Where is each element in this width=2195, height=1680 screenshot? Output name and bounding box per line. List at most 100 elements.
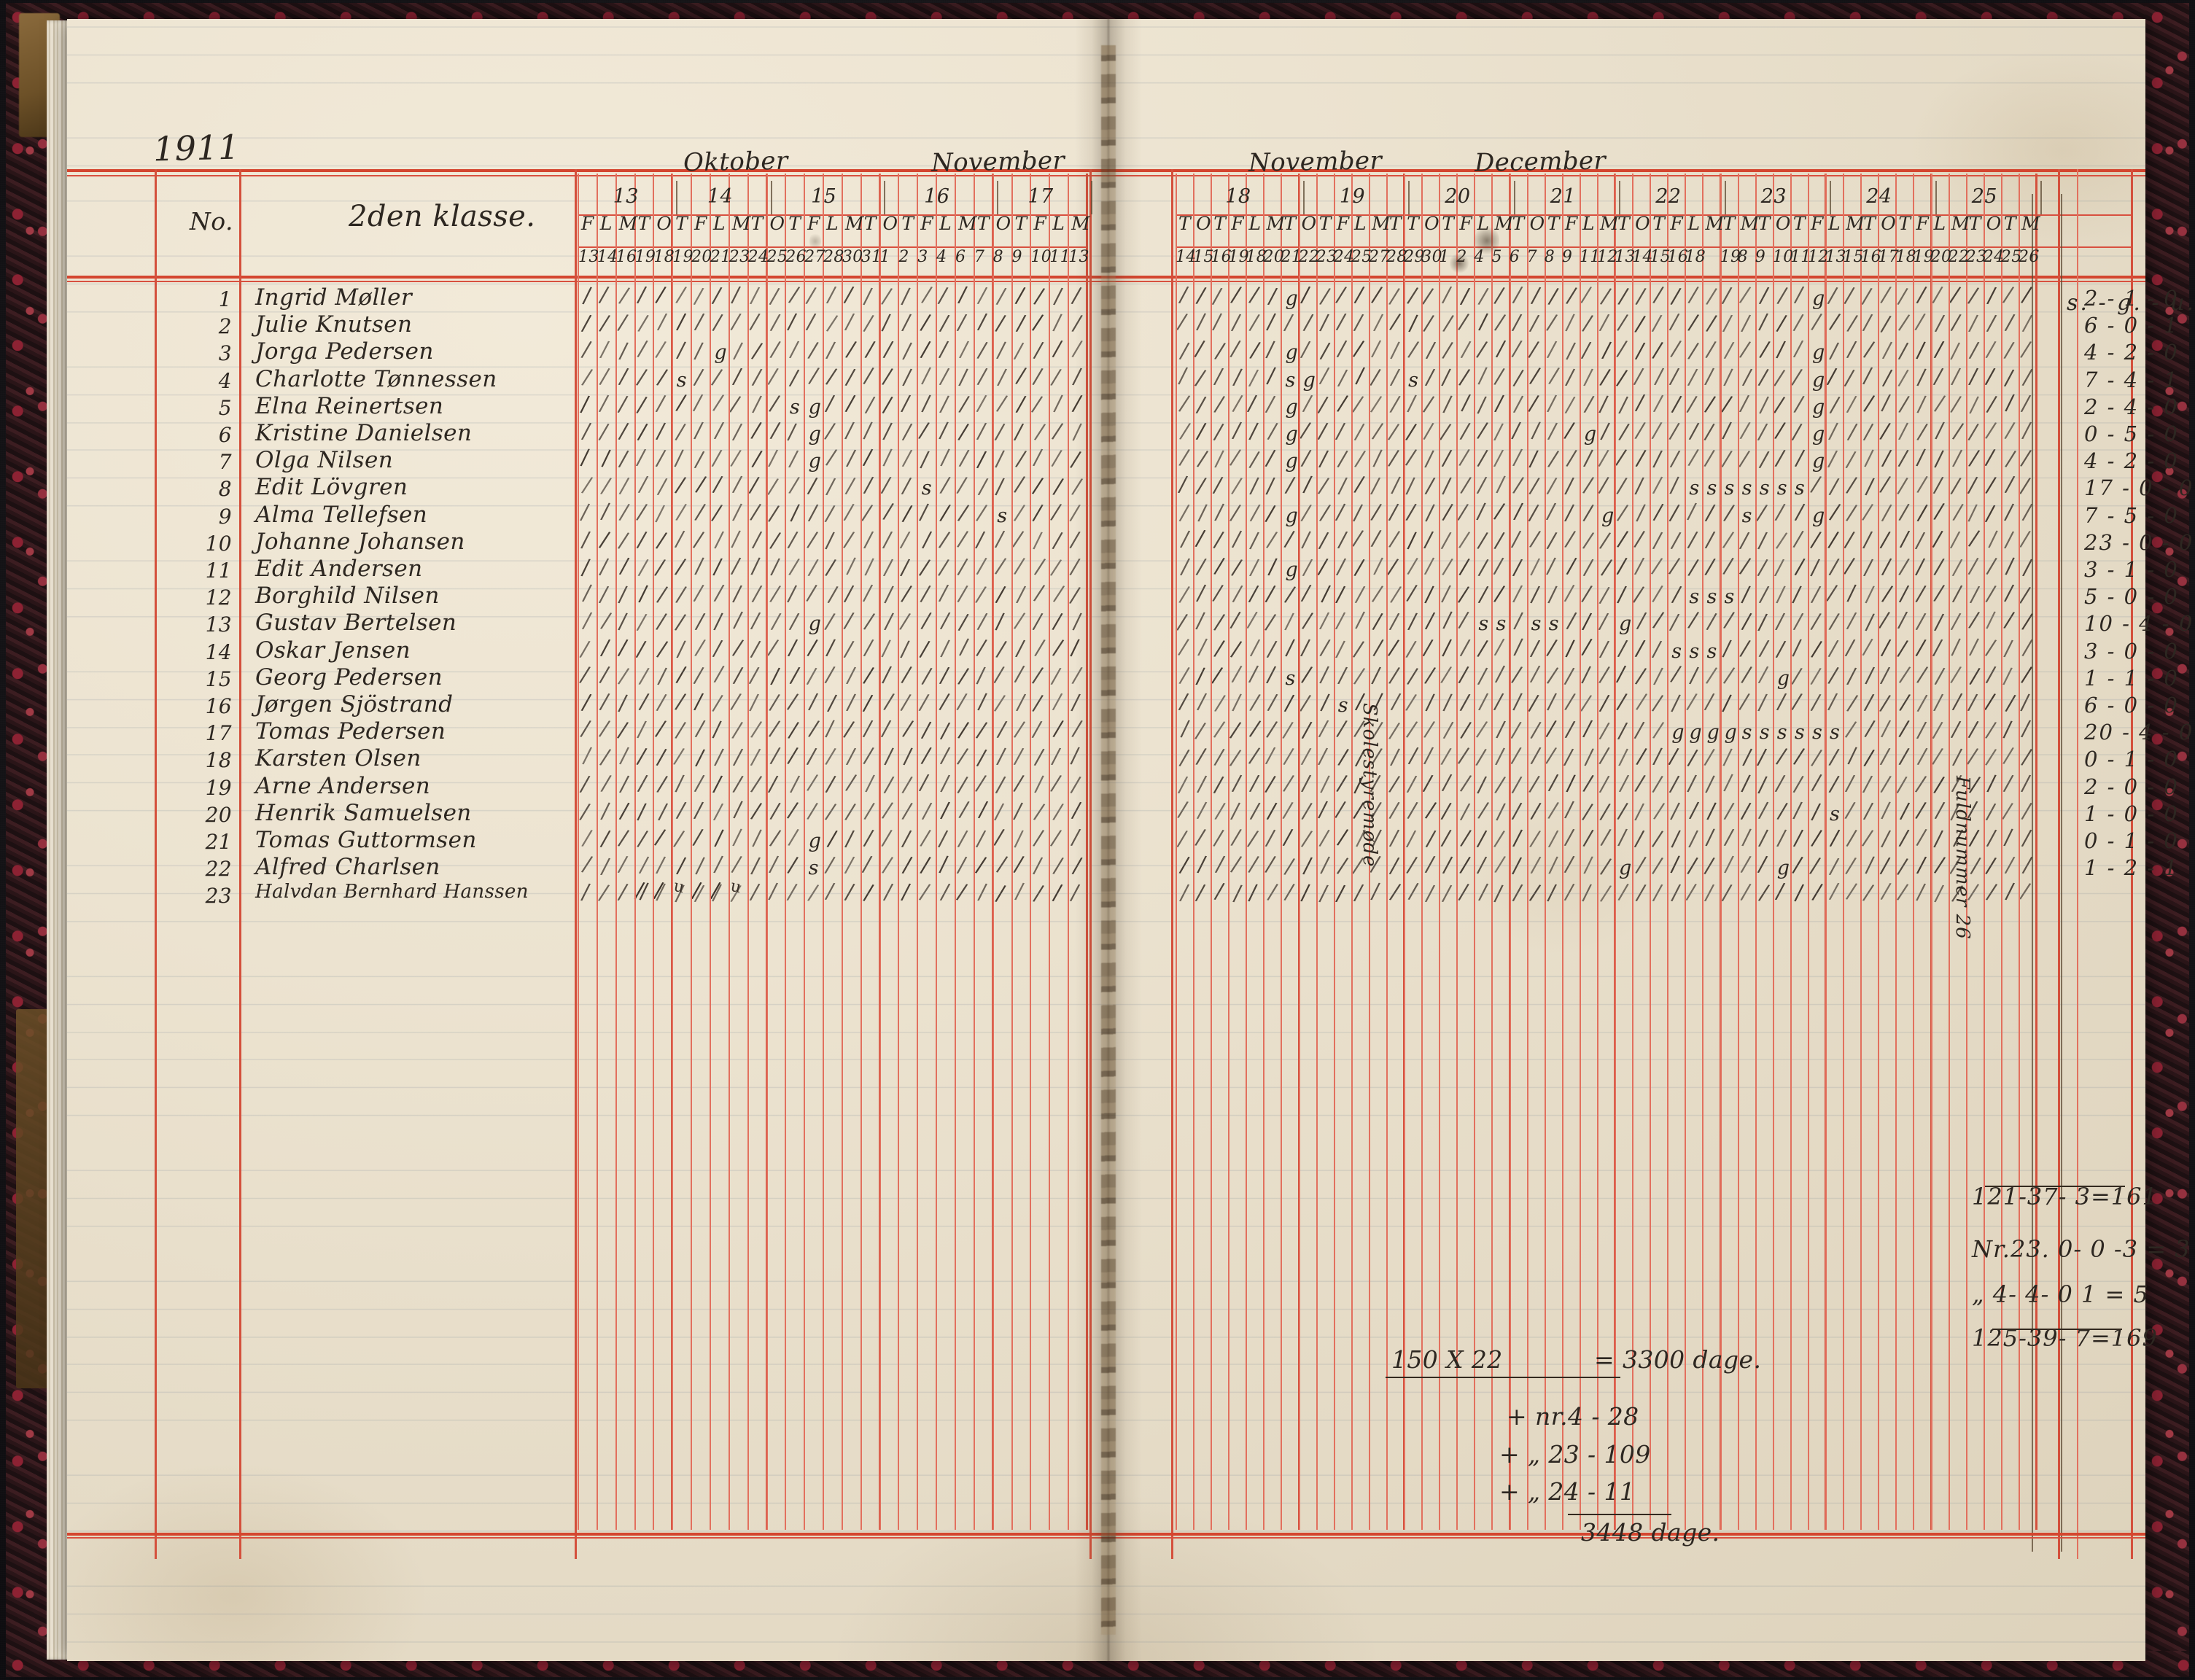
grid-vline (691, 174, 693, 1530)
week-number-19: 19 (1340, 185, 1365, 208)
day-letter: M (1495, 213, 1514, 234)
student-name: Julie Knutsen (255, 311, 412, 338)
grid-vline (672, 174, 674, 1530)
grid-vline (1228, 174, 1230, 1530)
day-letter: L (1828, 213, 1841, 234)
absence-mark-g: g (1812, 396, 1825, 419)
student-summary: 2 - 1 - 0 (2084, 286, 2179, 311)
absence-mark-g: g (1812, 423, 1825, 446)
date-number: 15 (1650, 248, 1671, 266)
day-letter: L (1354, 213, 1367, 234)
calculation-rule-1 (1568, 1514, 1671, 1515)
student-number: 3 (166, 341, 232, 365)
week-number-20: 20 (1445, 185, 1470, 208)
week-tick (883, 181, 885, 214)
absence-mark-g: g (1286, 450, 1298, 472)
grid-vline (879, 174, 881, 1530)
grid-vline (1807, 174, 1809, 1530)
grid-vline (1685, 174, 1687, 1530)
week-tick (1724, 181, 1726, 214)
grid-vline (578, 174, 579, 1530)
student-name: Alfred Charlsen (255, 854, 440, 880)
grid-vline (1843, 174, 1845, 1530)
absence-mark-s: s (1777, 721, 1787, 744)
student-summary: 3 - 0 - 0 (2084, 639, 2179, 664)
day-letter: T (1969, 213, 1981, 234)
student-name: Borghild Nilsen (255, 583, 440, 609)
month-label-1: November (931, 146, 1065, 177)
calculation-rule-0 (1386, 1377, 1620, 1378)
day-letter: M (1600, 213, 1619, 234)
day-letter: T (1319, 213, 1332, 234)
date-number: 6 (955, 248, 966, 266)
grid-vline (575, 169, 577, 1559)
grid-vline (1086, 174, 1088, 1530)
student-name: Charlotte Tønnessen (255, 366, 497, 392)
week-number-17: 17 (1027, 185, 1053, 208)
absence-mark-g: g (809, 396, 821, 419)
day-letter: L (1052, 213, 1065, 234)
week-tick (1830, 181, 1832, 214)
calculation-line-1: = 3300 dage. (1594, 1345, 1761, 1374)
absence-mark-s: s (790, 396, 800, 419)
week-tick (770, 181, 772, 214)
absence-mark-g: g (1286, 505, 1298, 527)
day-letter: T (1547, 213, 1560, 234)
date-number: 24 (1334, 248, 1355, 266)
week-tick (996, 181, 998, 214)
grid-vline (1351, 174, 1353, 1530)
grid-vline (1176, 174, 1177, 1530)
student-summary: 1 - 0 - 0 (2084, 801, 2179, 826)
day-letter: T (1512, 213, 1525, 234)
day-letter: T (2004, 213, 2016, 234)
grid-vline (1596, 174, 1598, 1530)
grid-vline (1526, 174, 1528, 1530)
absence-mark-g: g (1303, 369, 1316, 392)
absence-mark-s: s (1777, 477, 1787, 499)
vertical-annotation-0: Skolestyremøde (1359, 703, 1380, 868)
day-letter: T (1793, 213, 1806, 234)
grid-vline (1860, 174, 1862, 1530)
date-number: 9 (1562, 248, 1572, 266)
date-number: 28 (1386, 248, 1407, 266)
absence-mark-g: g (1286, 287, 1298, 310)
grid-vline (1386, 174, 1388, 1530)
student-number: 5 (166, 396, 232, 420)
student-summary: 17 - 0 - 0 (2084, 475, 2194, 500)
day-letter: T (901, 213, 914, 234)
day-letter: F (1916, 213, 1929, 234)
absence-mark-s: s (1549, 612, 1559, 635)
week-tick (1302, 181, 1305, 214)
day-letter: M (1266, 213, 1285, 234)
binding-damage (1101, 45, 1116, 1635)
date-number: 30 (1421, 248, 1442, 266)
student-summary: 0 - 1 - 0 (2084, 828, 2179, 853)
absence-mark-s: s (1795, 477, 1805, 499)
day-letter: M (1705, 213, 1724, 234)
day-letter: O (1776, 213, 1791, 234)
grid-vline (1702, 174, 1704, 1530)
day-letter: T (1758, 213, 1771, 234)
week-number-23: 23 (1761, 185, 1787, 208)
calculation-line-0: 150 X 22 (1391, 1345, 1503, 1374)
grid-vline (2131, 169, 2133, 1559)
absence-mark-g: g (1619, 857, 1631, 879)
book-cover-right-edge (2145, 3, 2189, 1677)
absence-mark-g: g (1812, 287, 1825, 310)
student-summary: 2 - 4 - 0 (2084, 394, 2179, 419)
date-number: 14 (1176, 248, 1197, 266)
grid-vline (1211, 174, 1213, 1530)
day-letter: T (1284, 213, 1297, 234)
date-number: 9 (1755, 248, 1765, 266)
date-number: 31 (861, 248, 882, 266)
day-letter: T (1723, 213, 1736, 234)
grid-vline (1720, 174, 1722, 1530)
date-number: 26 (2019, 248, 2040, 266)
date-number: 19 (1720, 248, 1741, 266)
student-number: 20 (166, 803, 232, 827)
day-letter: T (864, 213, 877, 234)
week-number-16: 16 (924, 185, 949, 208)
grid-vline (1825, 174, 1827, 1530)
absence-mark-s: s (1760, 721, 1770, 744)
grid-vline (596, 174, 598, 1530)
